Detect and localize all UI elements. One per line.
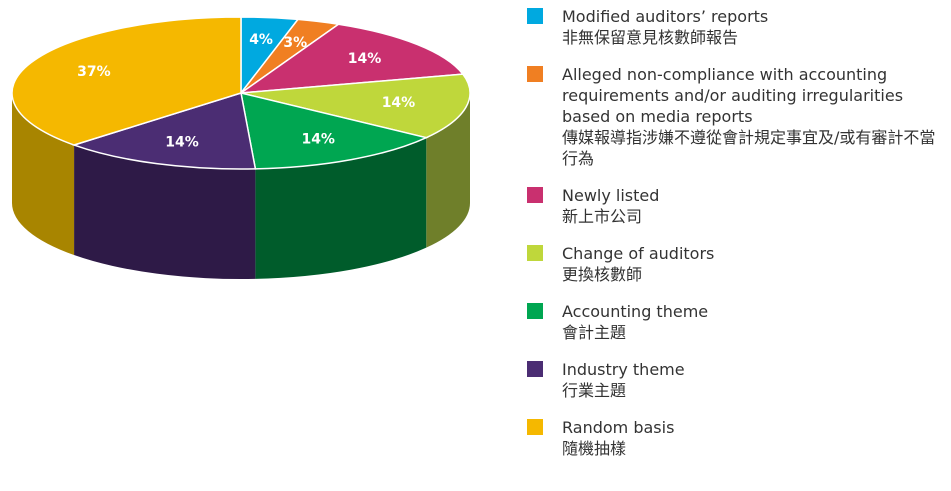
legend: Modified auditors’ reports 非無保留意見核數師報告 All…	[527, 6, 947, 475]
legend-label: Accounting theme	[562, 302, 709, 321]
slice-label: 14%	[348, 51, 382, 67]
legend-item: Accounting theme 會計主題	[527, 301, 947, 343]
legend-label: Alleged non-compliance with accounting r…	[562, 65, 904, 126]
legend-label: Change of auditors	[562, 244, 715, 263]
legend-text: Modified auditors’ reports 非無保留意見核數師報告	[562, 6, 947, 48]
legend-label-zh: 隨機抽樣	[562, 439, 627, 458]
legend-item: Alleged non-compliance with accounting r…	[527, 64, 947, 169]
pie-slice	[240, 73, 471, 139]
pie-chart: 4% 3% 14% 14% 14% 14% 37%	[11, 16, 471, 279]
pie-side	[255, 137, 427, 279]
pie-slice	[71, 92, 257, 170]
pie-side	[74, 145, 256, 279]
legend-text: Alleged non-compliance with accounting r…	[562, 64, 947, 169]
legend-label-zh: 傳媒報導指涉嫌不遵從會計規定事宜及/或有審計不當行為	[562, 128, 936, 168]
legend-swatch	[527, 187, 543, 203]
legend-text: Change of auditors 更換核數師	[562, 243, 947, 285]
slice-label: 3%	[283, 35, 307, 51]
legend-label: Newly listed	[562, 186, 660, 205]
slice-label: 4%	[249, 32, 273, 48]
pie-slice	[238, 23, 465, 94]
legend-label-zh: 非無保留意見核數師報告	[562, 28, 739, 47]
slice-label: 37%	[77, 64, 111, 80]
pie-side	[12, 93, 75, 256]
slice-label: 14%	[165, 134, 199, 150]
pie-side	[426, 93, 470, 248]
legend-swatch	[527, 419, 543, 435]
legend-text: Industry theme 行業主題	[562, 359, 947, 401]
legend-item: Newly listed 新上市公司	[527, 185, 947, 227]
legend-label-zh: 新上市公司	[562, 207, 643, 226]
slice-label: 14%	[301, 132, 335, 148]
legend-label-zh: 更換核數師	[562, 265, 643, 284]
legend-item: Random basis 隨機抽樣	[527, 417, 947, 459]
legend-swatch	[527, 8, 543, 24]
legend-swatch	[527, 303, 543, 319]
legend-swatch	[527, 361, 543, 377]
legend-text: Newly listed 新上市公司	[562, 185, 947, 227]
legend-swatch	[527, 66, 543, 82]
legend-text: Accounting theme 會計主題	[562, 301, 947, 343]
legend-item: Change of auditors 更換核數師	[527, 243, 947, 285]
pie-slice	[11, 16, 242, 146]
legend-label-zh: 行業主題	[562, 381, 627, 400]
legend-item: Industry theme 行業主題	[527, 359, 947, 401]
legend-text: Random basis 隨機抽樣	[562, 417, 947, 459]
slice-label: 14%	[382, 95, 416, 111]
legend-item: Modified auditors’ reports 非無保留意見核數師報告	[527, 6, 947, 48]
legend-label-zh: 會計主題	[562, 323, 627, 342]
legend-label: Random basis	[562, 418, 675, 437]
pie-slice	[240, 91, 429, 170]
legend-label: Industry theme	[562, 360, 685, 379]
legend-label: Modified auditors’ reports	[562, 7, 769, 26]
legend-swatch	[527, 245, 543, 261]
